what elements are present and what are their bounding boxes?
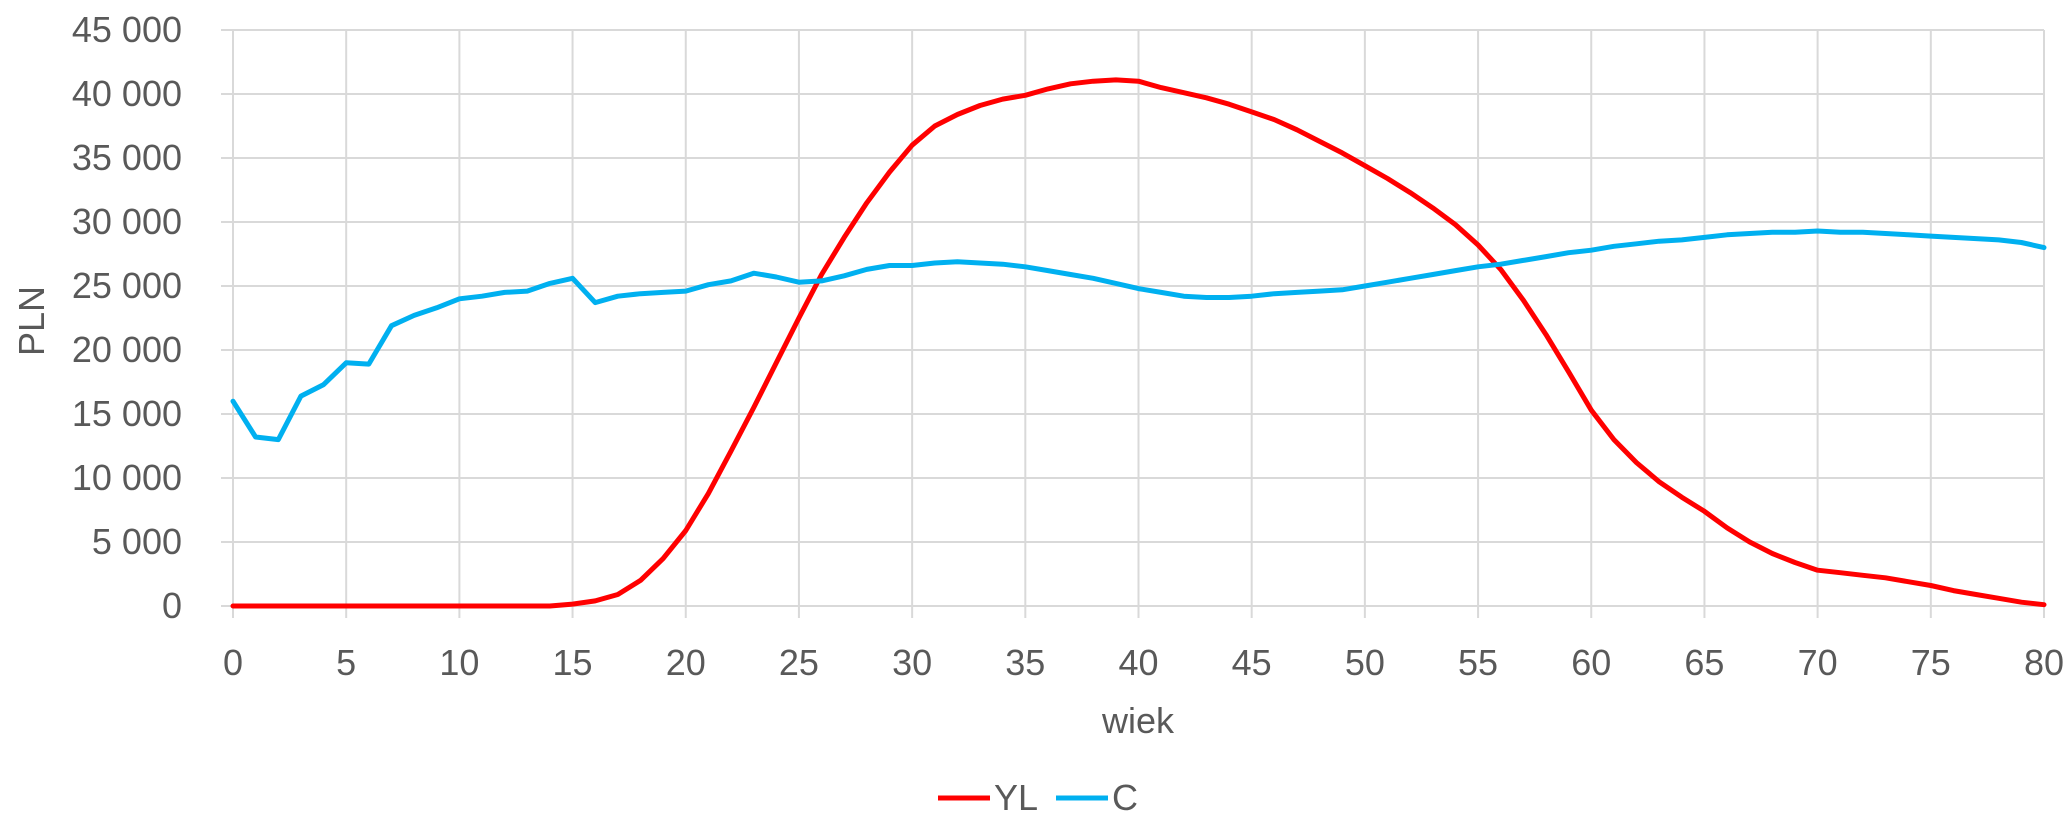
- legend-label-c: C: [1112, 777, 1138, 818]
- y-tick-label: 40 000: [72, 73, 182, 114]
- x-tick-label: 75: [1911, 642, 1951, 683]
- x-axis-tick-labels: 0 5 10 15 20 25 30 35 40 45 50 55 60 65 70 75 80: [223, 642, 2064, 683]
- x-axis-title: wiek: [1101, 700, 1175, 741]
- series-lines: [230, 77, 2047, 609]
- x-tick-label: 80: [2024, 642, 2064, 683]
- y-tick-label: 45 000: [72, 9, 182, 50]
- y-tick-label: 5 000: [92, 521, 182, 562]
- x-tick-label: 30: [892, 642, 932, 683]
- y-tick-label: 10 000: [72, 457, 182, 498]
- series-line-c: [230, 228, 2047, 443]
- x-tick-label: 45: [1232, 642, 1272, 683]
- x-tick-label: 10: [439, 642, 479, 683]
- y-tick-label: 20 000: [72, 329, 182, 370]
- y-axis-tick-labels: 0 5 000 10 000 15 000 20 000 25 000 30 000 35 0…: [72, 9, 182, 626]
- x-tick-label: 5: [336, 642, 356, 683]
- series-line-yl: [230, 77, 2047, 609]
- gridlines: [221, 29, 2045, 618]
- x-tick-label: 60: [1571, 642, 1611, 683]
- x-tick-label: 40: [1118, 642, 1158, 683]
- x-tick-label: 0: [223, 642, 243, 683]
- y-tick-label: 30 000: [72, 201, 182, 242]
- legend: YL C: [938, 777, 1138, 818]
- x-tick-label: 20: [666, 642, 706, 683]
- x-tick-label: 70: [1798, 642, 1838, 683]
- x-tick-label: 50: [1345, 642, 1385, 683]
- y-tick-label: 15 000: [72, 393, 182, 434]
- y-tick-label: 25 000: [72, 265, 182, 306]
- x-tick-label: 35: [1005, 642, 1045, 683]
- legend-label-yl: YL: [994, 777, 1038, 818]
- x-tick-label: 25: [779, 642, 819, 683]
- y-tick-label: 0: [162, 585, 182, 626]
- x-tick-label: 65: [1684, 642, 1724, 683]
- x-tick-label: 15: [553, 642, 593, 683]
- y-axis-title: PLN: [11, 286, 52, 356]
- y-tick-label: 35 000: [72, 137, 182, 178]
- x-tick-label: 55: [1458, 642, 1498, 683]
